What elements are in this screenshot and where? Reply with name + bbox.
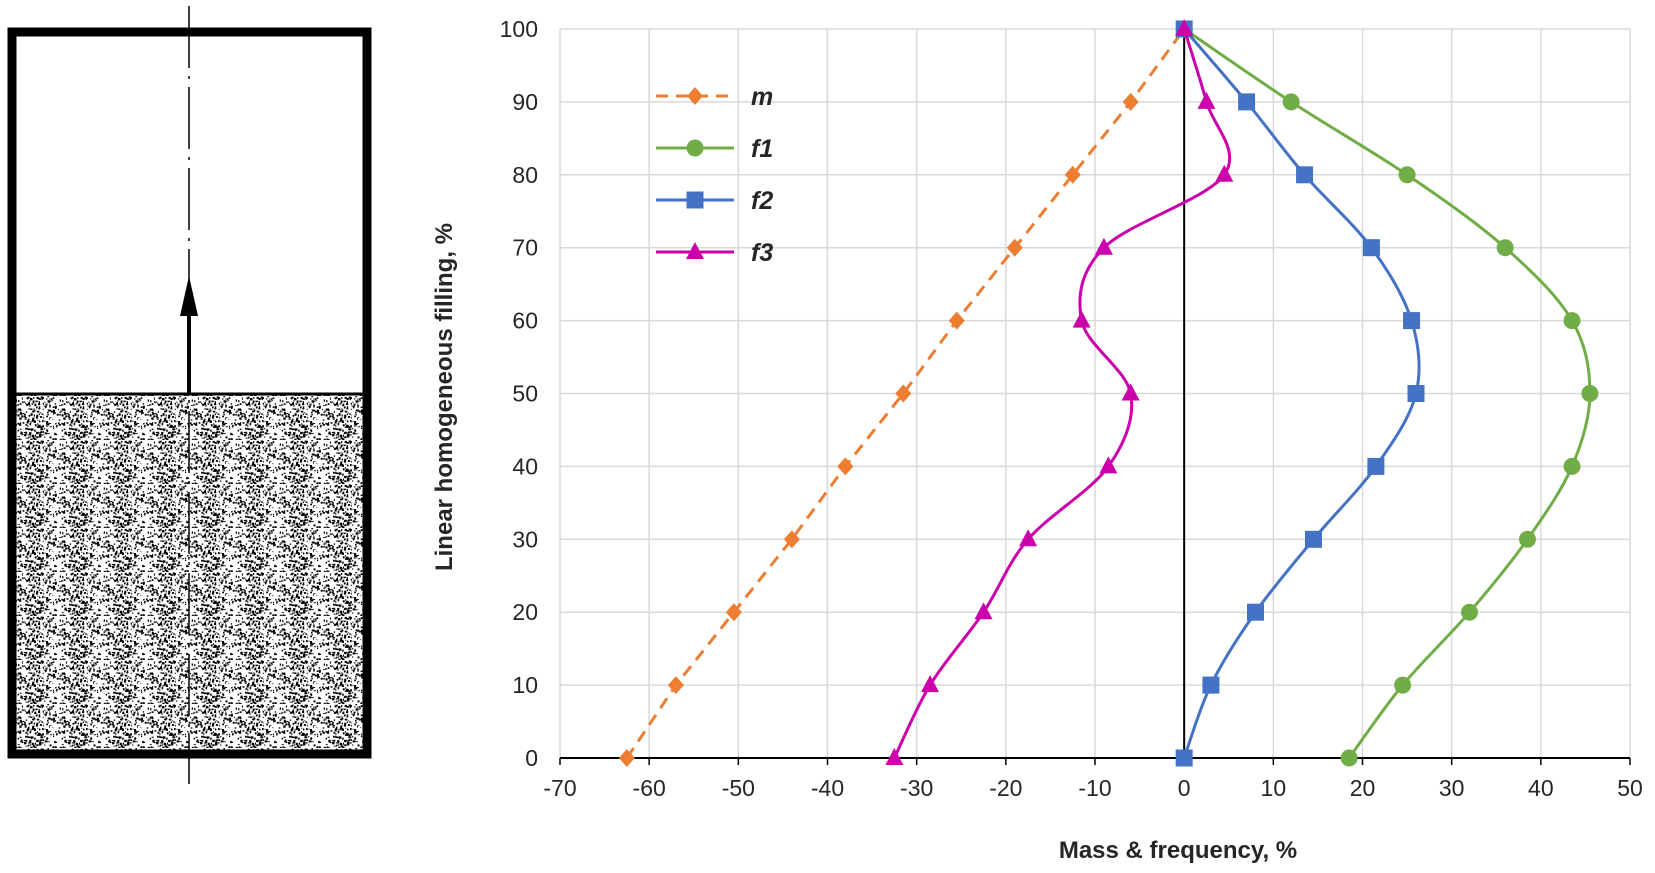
data-point-f3	[1019, 529, 1038, 547]
axes	[559, 29, 1631, 765]
data-point-f1	[1461, 603, 1478, 621]
y-tick-label: 100	[500, 16, 538, 42]
data-point-f1	[1563, 457, 1581, 475]
data-point-f3	[1072, 310, 1091, 328]
x-tick-label: -20	[989, 775, 1022, 801]
data-point-f2	[1304, 530, 1322, 548]
y-tick-label: 40	[512, 453, 538, 479]
data-point-f2	[1362, 239, 1380, 257]
x-tick-label: 10	[1261, 775, 1287, 801]
legend-item-f1: f1	[656, 135, 773, 163]
y-tick-labels: 0 10 20 30 40 50 60 70 80 90 100	[500, 16, 538, 771]
series-line-m	[625, 28, 1186, 759]
data-point-f3	[1099, 456, 1118, 474]
data-point-f3	[1175, 19, 1194, 36]
x-tick-label: -70	[543, 775, 576, 801]
data-point-m	[837, 457, 854, 476]
data-point-f1	[1496, 239, 1514, 257]
data-point-f1	[1518, 530, 1536, 548]
series-line-f1	[1183, 27, 1592, 759]
data-point-f1	[1394, 676, 1412, 694]
series-f3	[885, 19, 1234, 765]
x-tick-label: 30	[1439, 775, 1465, 801]
x-tick-label: 40	[1528, 775, 1554, 801]
data-point-m	[783, 530, 800, 549]
x-axis-title: Mass & frequency, %	[1059, 837, 1297, 864]
data-point-f1	[1398, 166, 1416, 184]
x-tick-label: -10	[1078, 775, 1111, 801]
x-tick-label: 0	[1178, 775, 1191, 801]
data-point-f2	[1407, 385, 1425, 402]
legend-item-f3: f3	[656, 239, 773, 267]
x-tick-label: -50	[722, 775, 755, 801]
legend-marker-f1	[686, 139, 704, 157]
x-tick-label: 20	[1350, 775, 1376, 801]
data-point-f3	[885, 748, 904, 765]
data-point-f3	[1215, 164, 1234, 182]
data-point-m	[667, 676, 684, 695]
y-tick-label: 10	[512, 672, 538, 698]
data-point-f2	[1296, 166, 1314, 184]
data-point-f1	[1282, 93, 1300, 111]
data-point-m	[948, 311, 965, 330]
chart: -70 -60 -50 -40 -30 -20 -10 0 10 20 30 40 50 0 10 20 30…	[431, 16, 1643, 864]
data-point-m	[1006, 238, 1023, 257]
data-point-f3	[1121, 383, 1140, 401]
x-tick-label: 50	[1617, 775, 1643, 801]
data-point-f3	[1094, 237, 1113, 255]
data-point-f1	[1563, 312, 1581, 330]
data-point-f1	[1581, 385, 1599, 402]
x-tick-label: -40	[811, 775, 844, 801]
data-point-f2	[1247, 603, 1264, 621]
grid	[559, 28, 1631, 759]
fill-direction-arrow-icon	[180, 276, 198, 316]
data-point-f2	[1238, 93, 1256, 111]
y-axis-title: Linear homogeneous filling, %	[431, 223, 458, 571]
container-diagram	[7, 6, 372, 784]
data-point-f3	[1197, 91, 1216, 109]
legend-label: m	[751, 83, 773, 111]
data-point-f3	[921, 675, 940, 693]
data-point-m	[895, 384, 912, 403]
legend-label: f3	[751, 239, 773, 267]
y-tick-label: 0	[525, 745, 538, 771]
data-point-f1	[1340, 749, 1358, 767]
x-tick-labels: -70 -60 -50 -40 -30 -20 -10 0 10 20 30 40 50	[543, 775, 1642, 801]
legend-label: f2	[751, 187, 773, 215]
data-point-m	[725, 603, 742, 622]
legend-item-m: m	[656, 83, 773, 111]
data-point-f2	[1367, 457, 1385, 475]
y-tick-label: 70	[512, 235, 538, 261]
data-point-f2	[1202, 676, 1220, 694]
data-point-m	[618, 749, 635, 767]
y-tick-label: 50	[512, 381, 538, 407]
y-tick-label: 80	[512, 162, 538, 188]
data-point-f2	[1175, 749, 1193, 767]
legend-label: f1	[751, 135, 773, 163]
legend-marker-f2	[686, 191, 704, 209]
y-tick-label: 90	[512, 89, 538, 115]
data-point-m	[1122, 92, 1139, 111]
y-tick-label: 20	[512, 599, 538, 625]
legend-marker-f3	[686, 242, 704, 259]
legend-item-f2: f2	[656, 187, 773, 215]
data-point-f3	[974, 602, 993, 620]
data-point-m	[1064, 165, 1081, 184]
y-tick-label: 60	[512, 308, 538, 334]
series-layer	[618, 19, 1599, 767]
y-tick-label: 30	[512, 526, 538, 552]
legend-marker-m	[687, 87, 703, 105]
x-tick-label: -60	[633, 775, 666, 801]
x-tick-label: -30	[900, 775, 933, 801]
data-point-f2	[1403, 312, 1421, 330]
legend: m f1 f2 f3	[656, 83, 773, 267]
